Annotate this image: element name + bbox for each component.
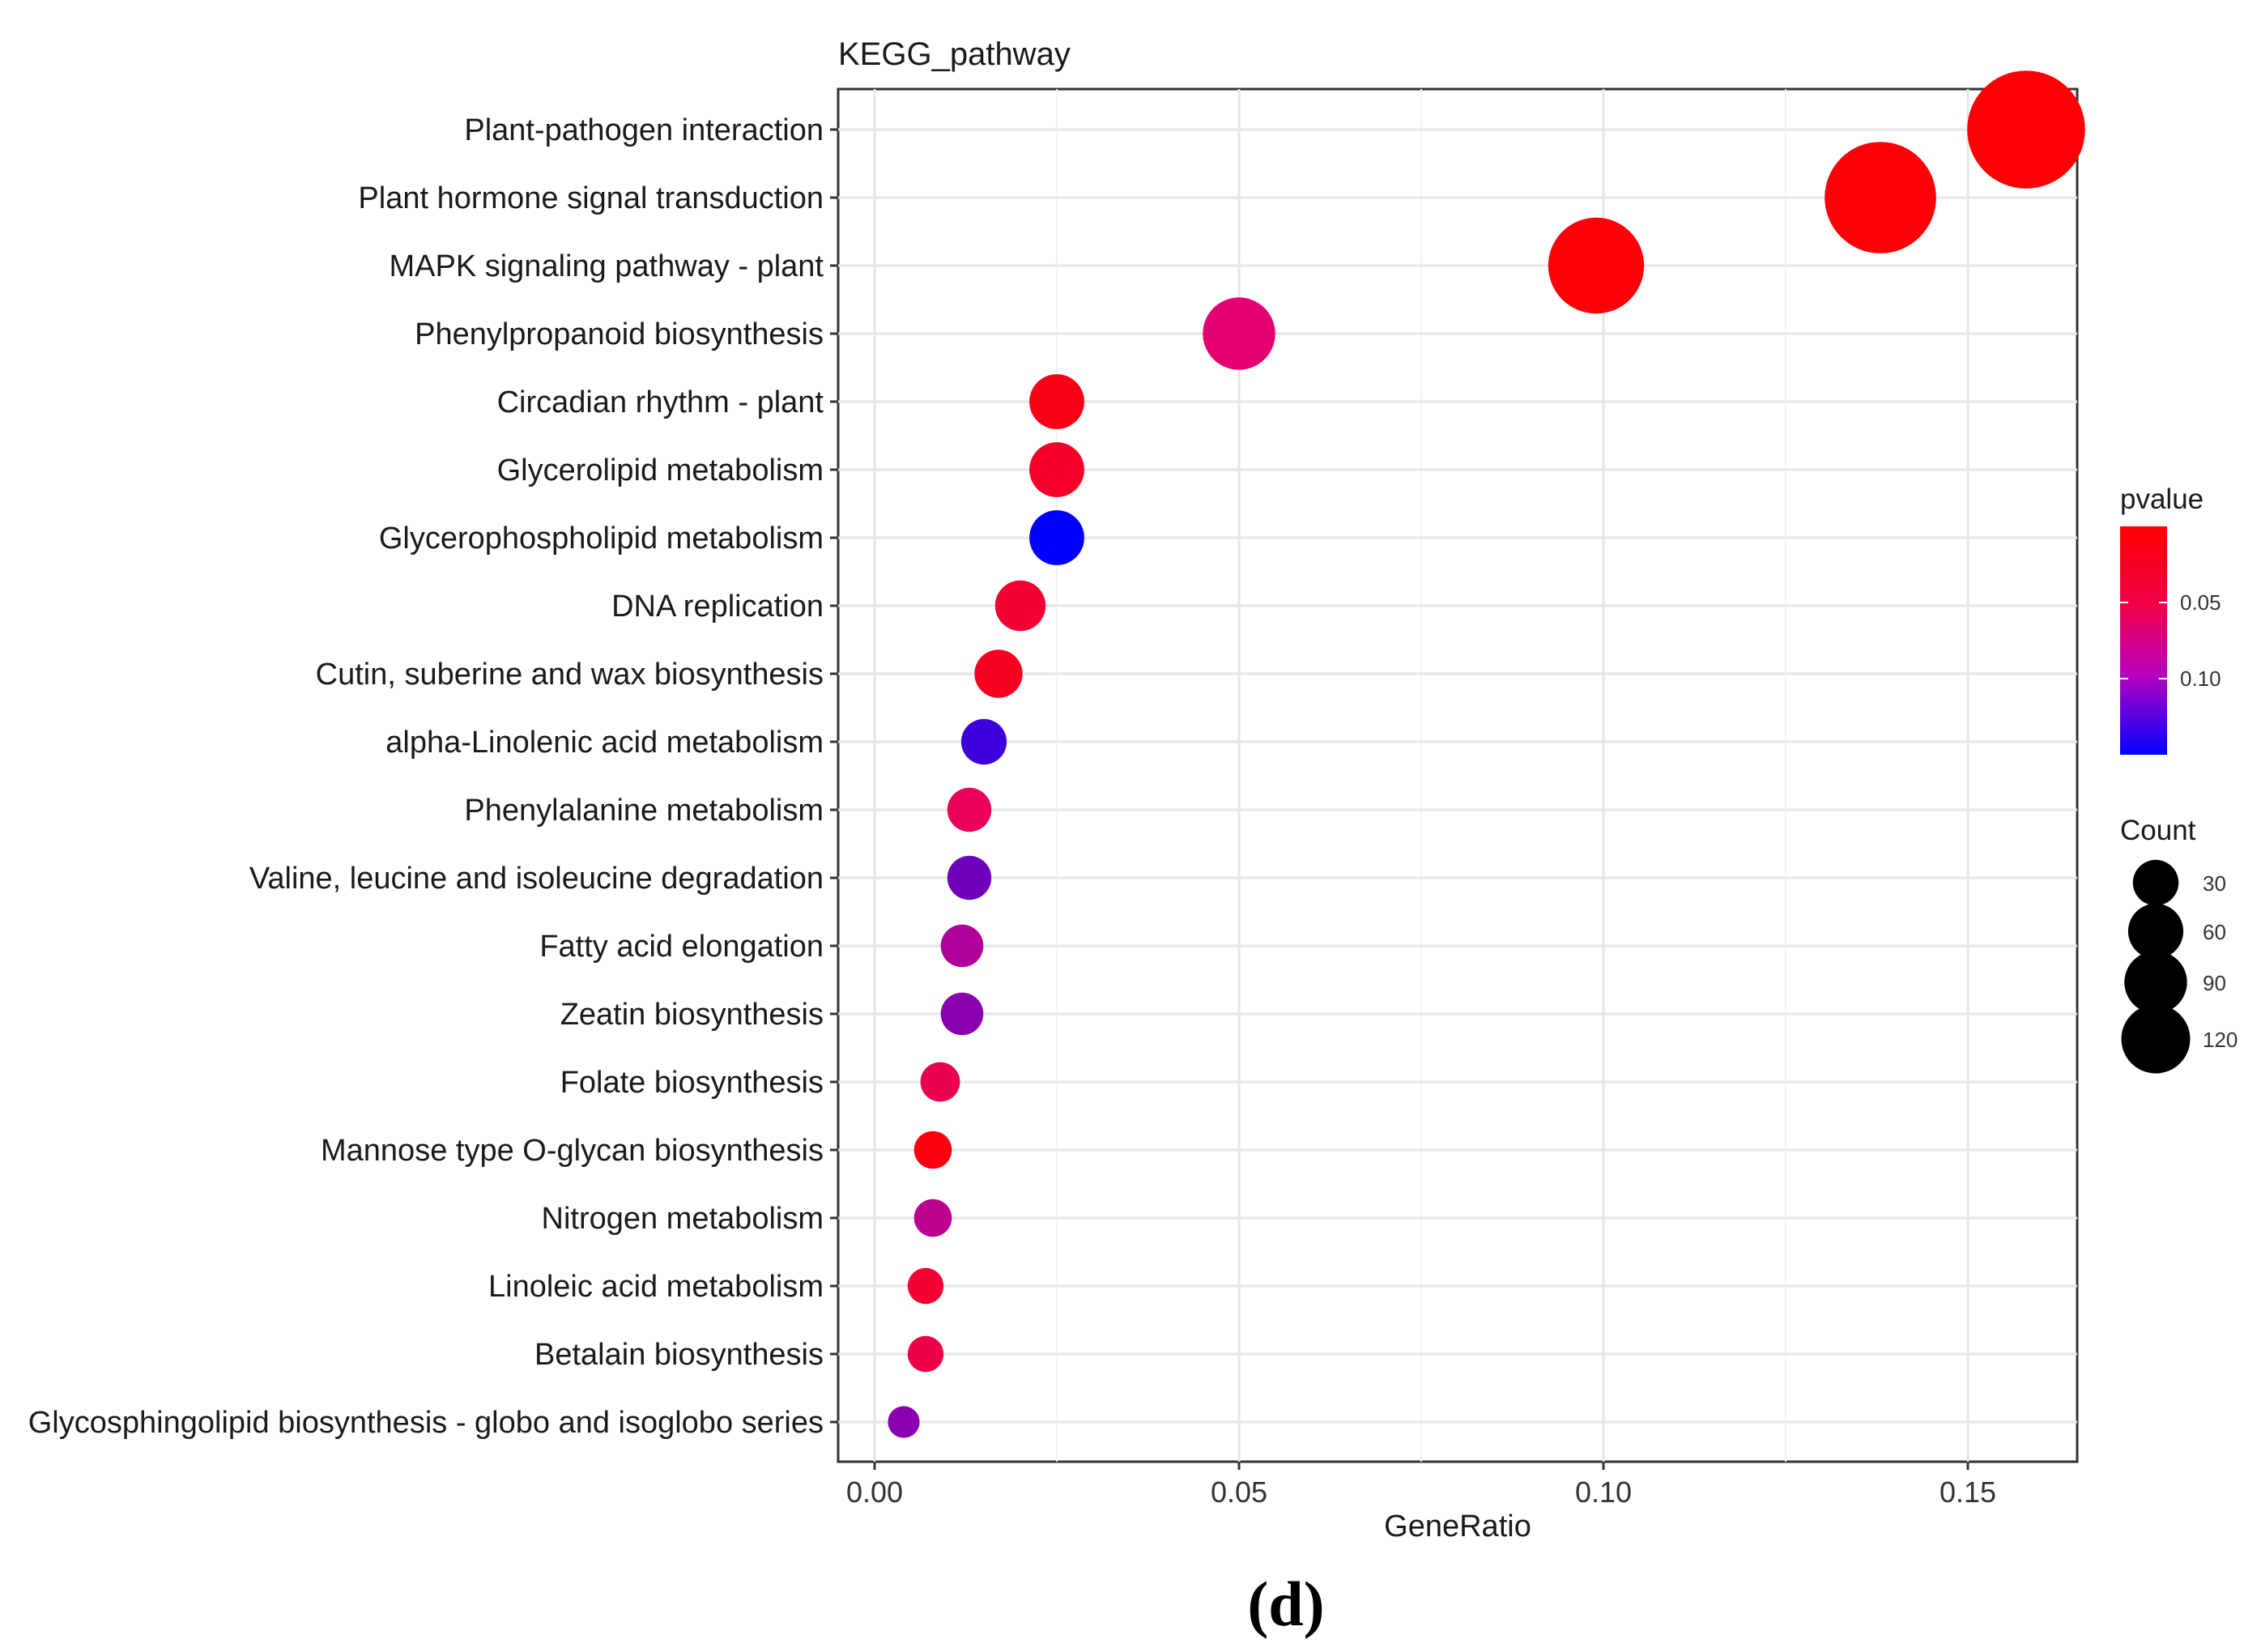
x-tick-label: 0.10 [1575, 1475, 1632, 1509]
plot-panel [837, 70, 2085, 1463]
data-point [913, 1130, 952, 1169]
count-legend-label: 30 [2203, 871, 2226, 896]
colorbar-tick-label: 0.10 [2180, 666, 2221, 691]
y-tick-label: Plant hormone signal transduction [358, 181, 824, 215]
data-point [1967, 70, 2085, 189]
pvalue-colorbar [2120, 526, 2167, 755]
data-point [960, 718, 1007, 765]
count-legend-dot [2121, 1004, 2191, 1074]
data-point [1029, 510, 1084, 565]
y-tick-label: Fatty acid elongation [539, 930, 824, 964]
data-point [888, 1406, 920, 1438]
pvalue-legend: pvalue 0.05 0.10 [2120, 483, 2221, 755]
count-legend-title: Count [2120, 815, 2196, 846]
data-point [1825, 142, 1936, 253]
data-point [913, 1199, 952, 1237]
y-tick-label: Plant-pathogen interaction [464, 113, 824, 147]
y-tick-label: Circadian rhythm - plant [497, 385, 824, 419]
count-legend-label: 60 [2203, 920, 2226, 944]
x-tick-label: 0.15 [1940, 1475, 1996, 1509]
panel-label: (d) [1247, 1569, 1324, 1639]
y-tick-label: Folate biosynthesis [560, 1066, 824, 1100]
data-point [940, 992, 984, 1036]
x-axis-label: GeneRatio [1384, 1509, 1531, 1543]
data-point [940, 924, 984, 968]
count-legend: Count 30 60 90 120 [2120, 815, 2238, 1074]
data-point [947, 787, 992, 832]
y-tick-label: Valine, leucine and isoleucine degradati… [249, 862, 824, 896]
data-point [907, 1267, 944, 1305]
y-tick-label: Glycerophospholipid metabolism [379, 522, 824, 556]
chart-title: KEGG_pathway [838, 36, 1071, 72]
data-point [1029, 442, 1084, 497]
y-tick-label: Phenylpropanoid biosynthesis [415, 317, 824, 351]
data-point [907, 1335, 944, 1373]
minor-gridlines [1056, 89, 1786, 1462]
x-tick-label: 0.05 [1211, 1475, 1267, 1509]
count-legend-label: 90 [2203, 971, 2226, 995]
data-point [920, 1062, 960, 1102]
y-tick-label: Glycerolipid metabolism [497, 453, 824, 488]
data-point [994, 580, 1046, 632]
count-legend-dot [2124, 951, 2187, 1014]
y-tick-label: Glycosphingolipid biosynthesis - globo a… [28, 1406, 824, 1440]
y-tick-label: Phenylalanine metabolism [464, 794, 824, 828]
pvalue-colorbar-ticks: 0.05 0.10 [2120, 590, 2221, 691]
count-legend-items: 30 60 90 120 [2121, 859, 2238, 1074]
count-legend-label: 120 [2203, 1028, 2238, 1052]
y-tick-label: Cutin, suberine and wax biosynthesis [316, 658, 824, 692]
pvalue-legend-title: pvalue [2120, 483, 2204, 515]
y-tick-label: Linoleic acid metabolism [488, 1270, 824, 1304]
data-point [974, 649, 1023, 698]
y-tick-label: Nitrogen metabolism [542, 1202, 824, 1236]
y-axis: Plant-pathogen interaction Plant hormone … [28, 113, 838, 1440]
colorbar-tick-label: 0.05 [2180, 590, 2221, 615]
y-tick-label: Mannose type O-glycan biosynthesis [321, 1134, 824, 1168]
x-tick-label: 0.00 [846, 1475, 903, 1509]
data-point [1029, 374, 1084, 429]
x-axis: 0.00 0.05 0.10 0.15 [846, 1462, 1996, 1509]
y-tick-label: Betalain biosynthesis [534, 1338, 824, 1372]
y-tick-label: MAPK signaling pathway - plant [389, 249, 824, 283]
data-point [1203, 297, 1275, 370]
data-point [947, 855, 992, 901]
y-tick-label: Zeatin biosynthesis [560, 998, 824, 1032]
count-legend-dot [2127, 903, 2184, 960]
data-point [1548, 217, 1645, 314]
count-legend-dot [2132, 859, 2179, 906]
plot-panel-border [837, 87, 2079, 1463]
y-tick-label: alpha-Linolenic acid metabolism [385, 726, 824, 760]
data-points [888, 70, 2085, 1438]
y-tick-label: DNA replication [611, 590, 824, 624]
